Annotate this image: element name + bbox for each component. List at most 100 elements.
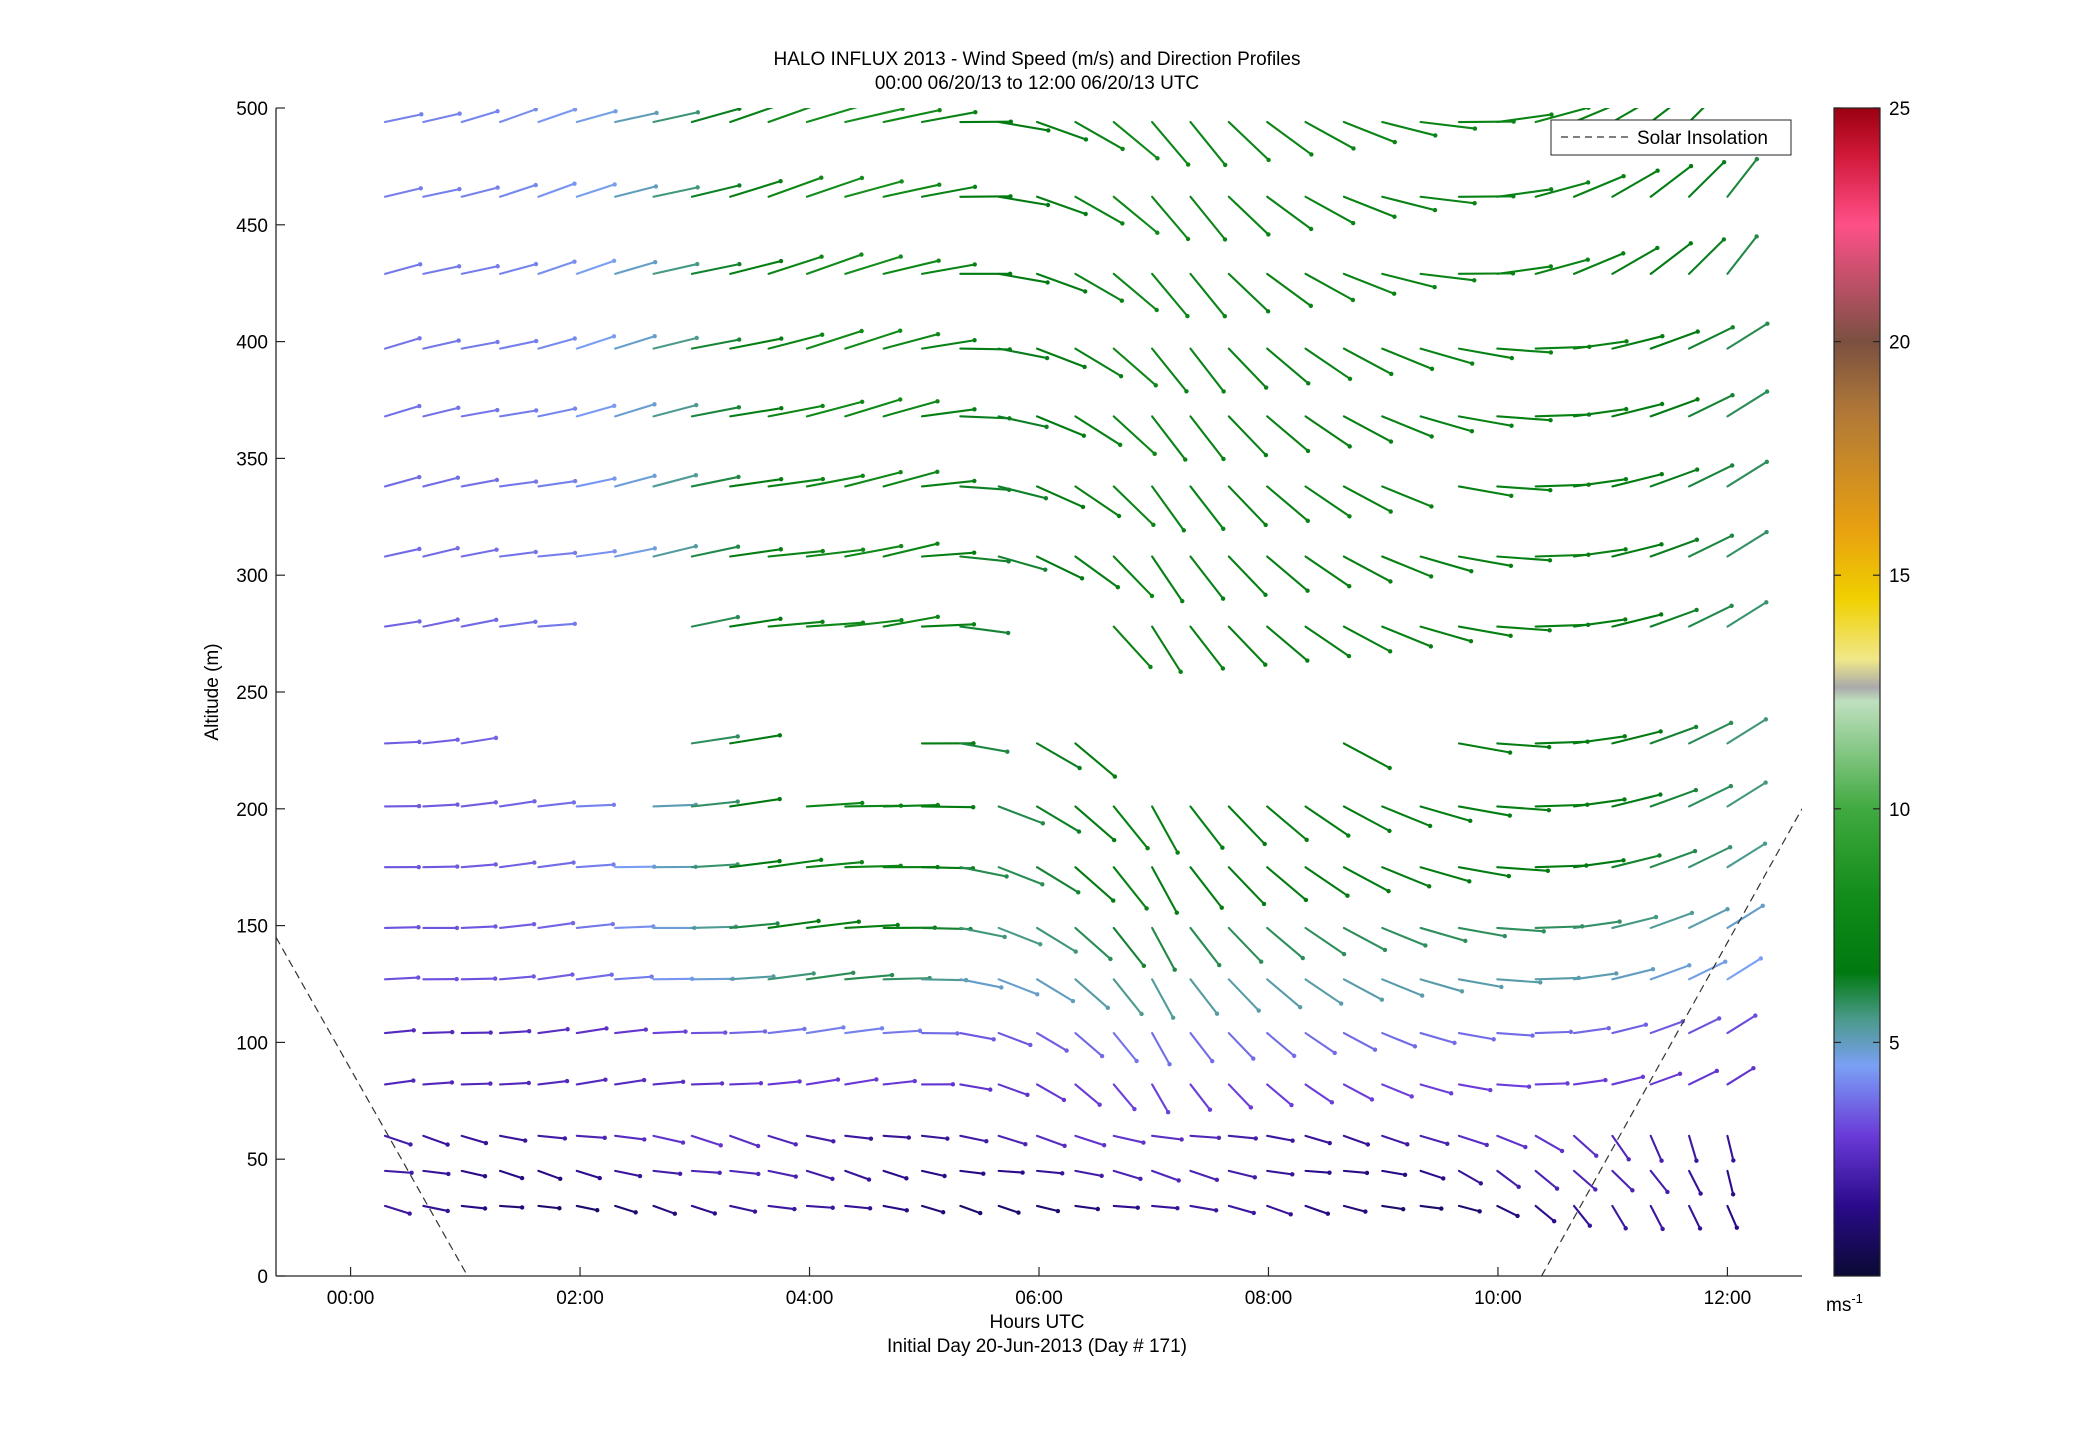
wind-vector-head	[1099, 1174, 1103, 1178]
wind-vector-head	[572, 259, 576, 263]
wind-vector-head	[1660, 402, 1664, 406]
wind-vector-head	[1586, 257, 1590, 261]
wind-vector-head	[1120, 147, 1124, 151]
y-tick-label: 250	[236, 683, 268, 704]
wind-vector-head	[419, 186, 423, 190]
wind-vector-head	[1549, 350, 1553, 354]
wind-vector-head	[1173, 967, 1177, 971]
wind-vector-head	[937, 108, 941, 112]
wind-vector-head	[1082, 433, 1086, 437]
wind-vector-head	[1508, 813, 1512, 817]
wind-vector-head	[1759, 956, 1763, 960]
wind-vector-head	[904, 1176, 908, 1180]
wind-vector-head	[654, 184, 658, 188]
wind-vector-head	[1445, 1142, 1449, 1146]
wind-vector-head	[1695, 467, 1699, 471]
wind-vector-head	[1509, 494, 1513, 498]
wind-vector-head	[1138, 1177, 1142, 1181]
wind-vector-head	[573, 336, 577, 340]
wind-vector-head	[1347, 654, 1351, 658]
wind-vector-head	[527, 1081, 531, 1085]
y-tick-label: 200	[236, 800, 268, 821]
wind-vector-head	[1429, 644, 1433, 648]
wind-vector-head	[819, 255, 823, 259]
wind-vector-head	[1112, 838, 1116, 842]
wind-vector-head	[571, 860, 575, 864]
wind-vector-head	[1630, 1188, 1634, 1192]
wind-vector-head	[642, 1137, 646, 1141]
wind-vector-head	[1614, 971, 1618, 975]
wind-vector-head	[1252, 1211, 1256, 1215]
wind-vector-shaft	[1536, 978, 1579, 979]
wind-vector-head	[1139, 1012, 1143, 1016]
wind-vector-head	[935, 541, 939, 545]
wind-vector-head	[1180, 599, 1184, 603]
wind-vector-head	[455, 864, 459, 868]
wind-vector-head	[1175, 850, 1179, 854]
wind-vector-head	[1388, 579, 1392, 583]
wind-vector-head	[1351, 298, 1355, 302]
wind-vector-head	[1405, 1142, 1409, 1146]
wind-vector-head	[1460, 989, 1464, 993]
wind-vector-head	[1433, 208, 1437, 212]
wind-vector-head	[1696, 329, 1700, 333]
wind-vector-head	[1100, 1054, 1104, 1058]
wind-vector-head	[495, 264, 499, 268]
wind-vector-head	[495, 340, 499, 344]
wind-vector-head	[820, 404, 824, 408]
wind-vector-head	[1678, 1072, 1682, 1076]
wind-vector-shaft	[922, 806, 973, 807]
wind-vector-head	[972, 407, 976, 411]
wind-vector-head	[573, 107, 577, 111]
wind-vector-head	[1722, 85, 1726, 89]
wind-vector-head	[1547, 745, 1551, 749]
wind-vector-head	[1658, 792, 1662, 796]
wind-vector-head	[1499, 985, 1503, 989]
wind-vector-head	[1387, 766, 1391, 770]
wind-vector-head	[409, 1171, 413, 1175]
wind-vector-head	[1214, 1208, 1218, 1212]
wind-vector-head	[899, 544, 903, 548]
wind-vector-head	[913, 1079, 917, 1083]
wind-vector-head	[612, 476, 616, 480]
wind-vector-head	[830, 1177, 834, 1181]
wind-vector-head	[819, 101, 823, 105]
wind-vector-head	[1549, 187, 1553, 191]
wind-vector-head	[1062, 1098, 1066, 1102]
wind-vector-head	[1301, 956, 1305, 960]
wind-vector-head	[419, 112, 423, 116]
wind-vector-head	[713, 1211, 717, 1215]
wind-vector-head	[1259, 959, 1263, 963]
wind-vector-head	[1694, 725, 1698, 729]
wind-vector-head	[694, 473, 698, 477]
wind-vector-head	[1176, 1178, 1180, 1182]
wind-vector-head	[1427, 884, 1431, 888]
wind-vector-head	[1080, 576, 1084, 580]
wind-vector-head	[951, 1082, 955, 1086]
wind-vector-head	[1081, 505, 1085, 509]
wind-vector-head	[1223, 163, 1227, 167]
wind-vector-head	[736, 545, 740, 549]
wind-vector-head	[1215, 1011, 1219, 1015]
wind-vector-head	[612, 404, 616, 408]
wind-vector-head	[1289, 1103, 1293, 1107]
wind-vector-head	[1083, 289, 1087, 293]
wind-vector-head	[1346, 833, 1350, 837]
y-tick-label: 400	[236, 333, 268, 354]
wind-vector-head	[534, 262, 538, 266]
wind-vector-head	[1507, 874, 1511, 878]
wind-vector-head	[1148, 665, 1152, 669]
wind-vector-head	[1152, 452, 1156, 456]
wind-vector-head	[455, 617, 459, 621]
wind-vector-head	[1097, 1103, 1101, 1107]
wind-vector-head	[821, 477, 825, 481]
wind-vector-head	[456, 406, 460, 410]
legend-label: Solar Insolation	[1637, 128, 1768, 149]
wind-vector-head	[899, 179, 903, 183]
wind-vector-head	[1045, 280, 1049, 284]
wind-vector-head	[1306, 519, 1310, 523]
wind-vector-head	[816, 919, 820, 923]
wind-vector-head	[408, 1142, 412, 1146]
wind-vector-head	[1084, 137, 1088, 141]
wind-vector-head	[1651, 967, 1655, 971]
